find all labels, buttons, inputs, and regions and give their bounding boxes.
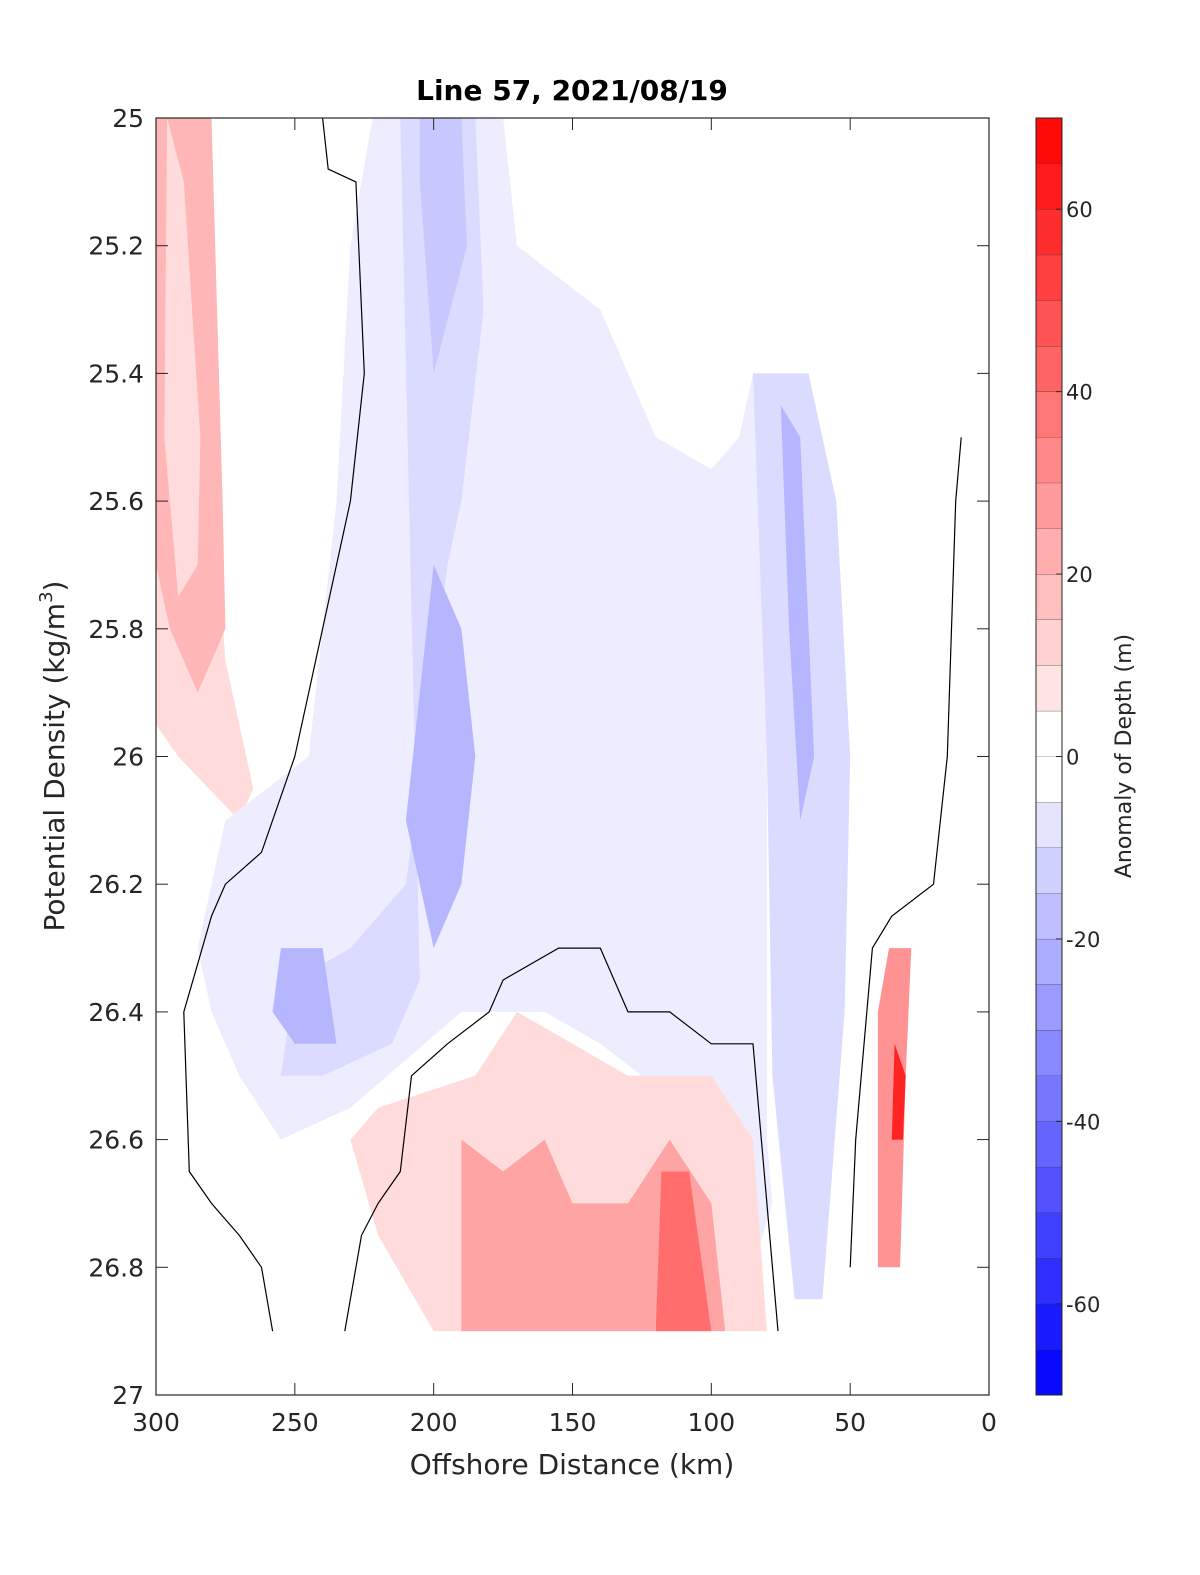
colorbar-tick-label: 0 bbox=[1066, 746, 1079, 770]
x-tick-label: 50 bbox=[834, 1408, 866, 1437]
colorbar-tick-label: -40 bbox=[1066, 1110, 1100, 1134]
colorbar-frame bbox=[1035, 117, 1063, 1396]
contour-region-12 bbox=[655, 1171, 712, 1332]
colorbar-segment bbox=[1036, 346, 1062, 392]
contour-region-7 bbox=[272, 948, 337, 1044]
colorbar-segment bbox=[1036, 209, 1062, 255]
colorbar-segment bbox=[1036, 482, 1062, 529]
contour-region-5 bbox=[419, 118, 467, 374]
colorbar-segment bbox=[1036, 437, 1062, 483]
colorbar-label: Anomaly of Depth (m) bbox=[1112, 634, 1137, 878]
colorbar-segment bbox=[1036, 163, 1062, 210]
x-tick-label: 150 bbox=[549, 1408, 597, 1437]
colorbar-segment bbox=[1036, 1121, 1062, 1167]
y-axis-label-text: Potential Density (kg/m bbox=[38, 603, 71, 932]
contour-region-6 bbox=[405, 564, 476, 949]
colorbar-segment bbox=[1036, 1030, 1062, 1076]
colorbar-segment bbox=[1036, 118, 1062, 164]
colorbar-segment bbox=[1036, 254, 1062, 301]
y-tick-label: 26.2 bbox=[88, 870, 144, 899]
colorbar-segment bbox=[1036, 619, 1062, 666]
x-axis-ticks: 300 250 200 150 100 50 0 bbox=[132, 118, 997, 1437]
contour-region-14 bbox=[891, 1043, 906, 1140]
colorbar-segment bbox=[1036, 984, 1062, 1031]
y-tick-label: 26 bbox=[112, 743, 144, 772]
colorbar-segment bbox=[1036, 1258, 1062, 1304]
x-tick-label: 300 bbox=[132, 1408, 180, 1437]
colorbar-segment bbox=[1036, 1303, 1062, 1350]
y-axis-label: Potential Density (kg/m3) bbox=[36, 581, 71, 932]
y-tick-label: 25.8 bbox=[88, 615, 144, 644]
contour-region-2 bbox=[164, 118, 201, 597]
colorbar-segment bbox=[1036, 665, 1062, 711]
y-tick-label: 26.4 bbox=[88, 998, 144, 1027]
colorbar-tick-label: 40 bbox=[1066, 381, 1093, 405]
contour-regions bbox=[156, 118, 912, 1332]
colorbar-segment bbox=[1036, 1166, 1062, 1213]
colorbar-segment bbox=[1036, 802, 1062, 848]
colorbar-segment bbox=[1036, 756, 1062, 803]
contour-region-8 bbox=[753, 373, 851, 1300]
y-axis-label-superscript: 3 bbox=[36, 591, 57, 602]
colorbar-tick-label: 60 bbox=[1066, 198, 1093, 222]
colorbar-tick-label: -60 bbox=[1066, 1293, 1100, 1317]
y-tick-label: 26.6 bbox=[88, 1126, 144, 1155]
x-axis-label: Offshore Distance (km) bbox=[410, 1448, 735, 1481]
y-tick-label: 25 bbox=[112, 104, 144, 133]
colorbar-tick-label: 20 bbox=[1066, 563, 1093, 587]
zero-contour-line-0 bbox=[183, 118, 365, 1332]
colorbar-segment bbox=[1036, 528, 1062, 575]
zero-contour-line-1 bbox=[344, 947, 779, 1332]
colorbar-segment bbox=[1036, 1212, 1062, 1259]
colorbar-segment bbox=[1036, 1075, 1062, 1122]
colorbar bbox=[1036, 117, 1062, 1395]
y-tick-label: 25.2 bbox=[88, 232, 144, 261]
zero-contour-line-2 bbox=[849, 437, 962, 1268]
colorbar-ticks: -60 -40 -20 0 20 40 60 bbox=[1056, 198, 1100, 1317]
colorbar-segment bbox=[1036, 391, 1062, 438]
y-axis-label-suffix: ) bbox=[38, 581, 71, 592]
colorbar-tick-label: -20 bbox=[1066, 928, 1100, 952]
colorbar-segment bbox=[1036, 300, 1062, 347]
zero-contours bbox=[183, 118, 962, 1332]
contour-region-9 bbox=[780, 405, 815, 821]
colorbar-segment bbox=[1036, 574, 1062, 620]
x-tick-label: 100 bbox=[687, 1408, 735, 1437]
y-tick-label: 26.8 bbox=[88, 1253, 144, 1282]
x-tick-label: 0 bbox=[981, 1408, 997, 1437]
y-tick-label: 27 bbox=[112, 1381, 144, 1410]
colorbar-segment bbox=[1036, 938, 1062, 985]
colorbar-segment bbox=[1036, 847, 1062, 894]
colorbar-segment bbox=[1036, 710, 1062, 757]
chart-title: Line 57, 2021/08/19 bbox=[416, 74, 728, 107]
colorbar-segment bbox=[1036, 1349, 1062, 1395]
x-tick-label: 250 bbox=[271, 1408, 319, 1437]
y-axis-ticks: 25 25.2 25.4 25.6 25.8 26 26.2 26.4 26.6 26.8 27 bbox=[88, 104, 989, 1410]
y-tick-label: 25.6 bbox=[88, 487, 144, 516]
x-tick-label: 200 bbox=[410, 1408, 458, 1437]
colorbar-segment bbox=[1036, 893, 1062, 939]
y-tick-label: 25.4 bbox=[88, 359, 144, 388]
